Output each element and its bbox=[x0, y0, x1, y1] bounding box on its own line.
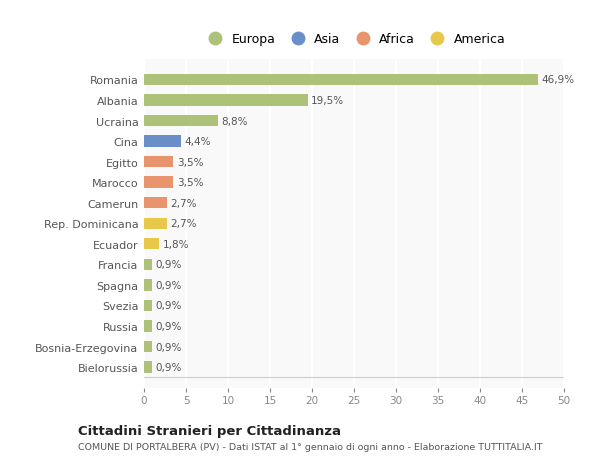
Text: 8,8%: 8,8% bbox=[221, 116, 248, 126]
Text: 19,5%: 19,5% bbox=[311, 96, 344, 106]
Text: 0,9%: 0,9% bbox=[155, 280, 181, 290]
Bar bbox=[144, 218, 167, 230]
Text: Cittadini Stranieri per Cittadinanza: Cittadini Stranieri per Cittadinanza bbox=[78, 425, 341, 437]
Text: COMUNE DI PORTALBERA (PV) - Dati ISTAT al 1° gennaio di ogni anno - Elaborazione: COMUNE DI PORTALBERA (PV) - Dati ISTAT a… bbox=[78, 442, 542, 451]
Text: 2,7%: 2,7% bbox=[170, 198, 197, 208]
Text: 46,9%: 46,9% bbox=[541, 75, 574, 85]
Text: 3,5%: 3,5% bbox=[177, 178, 203, 188]
Text: 1,8%: 1,8% bbox=[163, 239, 189, 249]
Text: 3,5%: 3,5% bbox=[177, 157, 203, 167]
Bar bbox=[144, 177, 173, 188]
Bar bbox=[144, 136, 181, 147]
Text: 2,7%: 2,7% bbox=[170, 219, 197, 229]
Bar bbox=[144, 362, 152, 373]
Bar bbox=[144, 321, 152, 332]
Bar bbox=[144, 280, 152, 291]
Text: 4,4%: 4,4% bbox=[184, 137, 211, 147]
Bar bbox=[144, 300, 152, 311]
Bar bbox=[144, 116, 218, 127]
Text: 0,9%: 0,9% bbox=[155, 342, 181, 352]
Bar bbox=[144, 157, 173, 168]
Text: 0,9%: 0,9% bbox=[155, 321, 181, 331]
Text: 0,9%: 0,9% bbox=[155, 362, 181, 372]
Bar bbox=[144, 95, 308, 106]
Text: 0,9%: 0,9% bbox=[155, 301, 181, 311]
Bar bbox=[144, 239, 159, 250]
Bar bbox=[144, 75, 538, 86]
Text: 0,9%: 0,9% bbox=[155, 260, 181, 270]
Legend: Europa, Asia, Africa, America: Europa, Asia, Africa, America bbox=[197, 28, 511, 51]
Bar bbox=[144, 198, 167, 209]
Bar bbox=[144, 259, 152, 270]
Bar bbox=[144, 341, 152, 353]
